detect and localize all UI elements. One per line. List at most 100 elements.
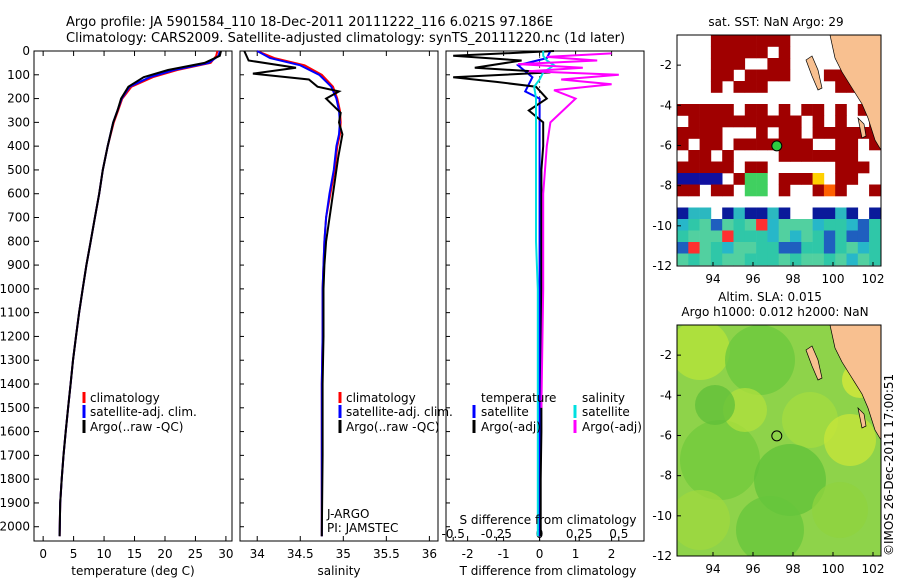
sst-cell bbox=[699, 127, 712, 139]
y-tick-label: 200 bbox=[7, 92, 30, 106]
sst-cell bbox=[846, 207, 859, 220]
sst-cell bbox=[778, 253, 791, 266]
legend-label-argo: Argo(..raw -QC) bbox=[346, 420, 439, 434]
map-y-tick-label: -8 bbox=[660, 179, 672, 193]
sla-map-title-1: Altim. SLA: 0.015 bbox=[718, 290, 822, 304]
y-tick-label: 1300 bbox=[0, 353, 30, 367]
sst-cell bbox=[744, 104, 757, 116]
sst-cell bbox=[710, 173, 723, 185]
salinity-axes-box bbox=[239, 50, 439, 542]
sst-cell bbox=[790, 253, 802, 266]
map-y-tick-label: -12 bbox=[652, 549, 672, 563]
legend-label-satellite: satellite-adj. clim. bbox=[346, 405, 453, 419]
map-x-tick-label: 100 bbox=[822, 272, 845, 286]
sst-cell bbox=[869, 230, 881, 243]
imos-stamp: ©IMOS 26-Dec-2011 17:00:51 bbox=[882, 374, 896, 556]
sst-cell bbox=[767, 253, 779, 266]
sst-cell bbox=[677, 161, 689, 174]
y-tick-label: 900 bbox=[7, 258, 30, 272]
sst-cell bbox=[744, 81, 757, 93]
sst-cell bbox=[677, 184, 689, 197]
legend-label-s-satellite: satellite bbox=[582, 405, 630, 419]
salinity-series bbox=[243, 50, 344, 537]
map-x-tick-label: 98 bbox=[785, 272, 800, 286]
sst-cell bbox=[756, 184, 768, 197]
legend-label-t-satellite: satellite bbox=[481, 405, 529, 419]
sst-cell bbox=[744, 207, 757, 220]
sst-cell bbox=[801, 253, 813, 266]
sla-blob bbox=[782, 392, 838, 448]
sst-cell bbox=[835, 184, 847, 197]
header-line-1: Argo profile: JA 5901584_110 18-Dec-2011… bbox=[66, 15, 553, 30]
sst-cell bbox=[756, 253, 768, 266]
sst-cell bbox=[767, 69, 779, 82]
sst-cell bbox=[778, 138, 791, 151]
sst-cell bbox=[767, 207, 779, 220]
difference-xlabel: T difference from climatology bbox=[459, 564, 637, 578]
sst-cell bbox=[677, 127, 689, 139]
sst-cell bbox=[801, 230, 813, 243]
sst-cell bbox=[846, 219, 859, 231]
annotation-jargo: J-ARGO bbox=[326, 507, 369, 521]
sla-blob bbox=[695, 385, 735, 425]
sst-cell bbox=[846, 173, 859, 185]
sst-cell bbox=[699, 242, 712, 254]
sst-cell bbox=[744, 219, 757, 231]
sst-cell bbox=[699, 253, 712, 266]
s-tick-label: -0.25 bbox=[481, 527, 512, 541]
series-line-satellite-adj-clim- bbox=[58, 50, 221, 537]
sst-cell bbox=[710, 184, 723, 197]
sst-cell bbox=[756, 230, 768, 243]
sst-cell bbox=[846, 150, 859, 162]
sst-cell bbox=[790, 173, 802, 185]
sst-cell bbox=[778, 219, 791, 231]
sst-cell bbox=[778, 173, 791, 185]
sst-cell bbox=[722, 150, 734, 162]
sst-cell bbox=[710, 219, 723, 231]
sla-blob bbox=[680, 420, 760, 500]
sst-cell bbox=[767, 242, 779, 254]
map-y-tick-label: -6 bbox=[660, 428, 672, 442]
sst-cell bbox=[812, 127, 825, 139]
land-island-small bbox=[857, 116, 867, 139]
sst-cell bbox=[744, 253, 757, 266]
sst-cell bbox=[846, 242, 859, 254]
map-y-tick-label: -4 bbox=[660, 98, 672, 112]
map-x-tick-label: 102 bbox=[862, 562, 885, 576]
sst-cell bbox=[778, 150, 791, 162]
sst-cell bbox=[710, 242, 723, 254]
y-tick-label: 1700 bbox=[0, 448, 30, 462]
sst-cell bbox=[835, 127, 847, 139]
sst-cell bbox=[869, 219, 881, 231]
sst-cell bbox=[812, 230, 825, 243]
x-tick-label: 10 bbox=[96, 547, 111, 561]
sst-cell bbox=[722, 253, 734, 266]
s-tick-label: -0.5 bbox=[441, 527, 464, 541]
annotation-pi: PI: JAMSTEC bbox=[327, 521, 398, 535]
sst-cell bbox=[812, 184, 825, 197]
sst-cell bbox=[812, 115, 825, 128]
sst-cell bbox=[767, 58, 779, 70]
sst-cell bbox=[699, 138, 712, 151]
sst-cell bbox=[790, 150, 802, 162]
sst-cell bbox=[778, 69, 791, 82]
sst-cell bbox=[778, 242, 791, 254]
x-tick-label: 0 bbox=[39, 547, 47, 561]
sst-cell bbox=[699, 104, 712, 116]
sst-cell bbox=[722, 161, 734, 174]
sla-blob bbox=[824, 414, 876, 466]
sst-cell bbox=[733, 81, 746, 93]
argo-location-marker bbox=[771, 430, 783, 442]
y-tick-label: 500 bbox=[7, 163, 30, 177]
sst-cell bbox=[756, 127, 768, 139]
temperature-axes-box bbox=[33, 50, 233, 542]
temperature-xlabel: temperature (deg C) bbox=[71, 564, 194, 578]
sst-cell bbox=[756, 115, 768, 128]
sst-cell bbox=[767, 115, 779, 128]
sst-map-cells bbox=[677, 35, 881, 266]
sla-map-title-2: Argo h1000: 0.012 h2000: NaN bbox=[681, 305, 868, 319]
sst-cell bbox=[744, 35, 757, 47]
temperature-panel: 0 5 10 15 20 25 300100200300400500600700800900… bbox=[0, 44, 234, 578]
salinity-legend: climatology satellite-adj. clim. Argo(..… bbox=[338, 391, 453, 434]
sla-blob bbox=[725, 325, 795, 395]
